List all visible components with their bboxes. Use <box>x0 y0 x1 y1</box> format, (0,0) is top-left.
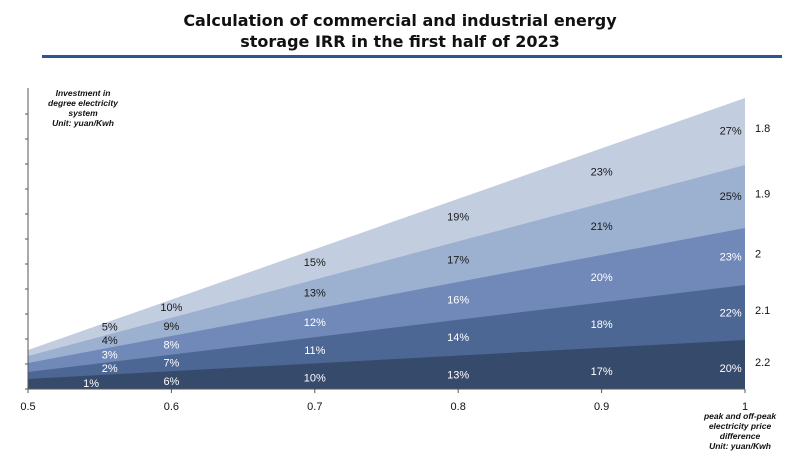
data-label-series-2-1-2: 11% <box>304 345 325 357</box>
data-label-series-2-5: 23% <box>720 252 742 264</box>
x-axis-label-line-2: electricity price <box>708 421 772 431</box>
x-tick-label-4: 0.9 <box>594 401 609 413</box>
data-label-series-2-0: 3% <box>102 349 118 361</box>
series-name-series-2: 2 <box>755 249 761 261</box>
series-name-series-2-2: 2.2 <box>755 357 770 369</box>
chart-title-line-2: storage IRR in the first half of 2023 <box>240 32 560 51</box>
title-underline <box>42 55 782 58</box>
data-label-series-2-4: 20% <box>591 272 613 284</box>
data-label-series-1-8-2: 15% <box>304 257 326 269</box>
x-axis-label-line-3: difference <box>719 431 761 441</box>
x-axis-label: peak and off-peak electricity price diff… <box>690 411 790 451</box>
y-axis-label: Investment in degree electricity system … <box>28 88 138 128</box>
series-name-series-2-1: 2.1 <box>755 305 770 317</box>
data-label-series-1-8-4: 23% <box>591 166 613 178</box>
chart-title-line-1: Calculation of commercial and industrial… <box>183 11 617 30</box>
data-label-series-1-9-1: 9% <box>163 321 179 333</box>
data-label-series-1-8-1: 10% <box>160 302 182 314</box>
chart-title: Calculation of commercial and industrial… <box>0 10 800 52</box>
area-band-series-2-2 <box>28 340 745 389</box>
data-label-series-1-9-3: 17% <box>447 254 469 266</box>
data-label-series-1-9-5: 25% <box>720 191 742 203</box>
data-label-series-1-8-3: 19% <box>447 212 469 224</box>
data-label-series-2-2: 12% <box>304 317 326 329</box>
x-axis-label-line-4: Unit: yuan/Kwh <box>709 441 771 451</box>
y-axis-label-line-3: system <box>68 108 98 118</box>
data-label-series-2-2-3: 13% <box>447 369 469 381</box>
data-label-series-2-1: 8% <box>163 340 179 352</box>
x-tick-label-3: 0.8 <box>451 401 466 413</box>
y-axis-label-line-4: Unit: yuan/Kwh <box>52 118 114 128</box>
data-label-series-1-8-5: 27% <box>720 126 742 138</box>
series-name-series-1-8: 1.8 <box>755 123 770 135</box>
data-label-series-1-8-0: 5% <box>102 322 118 334</box>
data-label-series-2-3: 16% <box>447 294 469 306</box>
data-label-series-2-2-5: 20% <box>720 363 742 375</box>
data-label-series-2-2-2: 10% <box>304 373 326 385</box>
data-label-series-2-1-0: 2% <box>102 363 118 375</box>
x-axis-label-line-1: peak and off-peak <box>703 411 777 421</box>
data-label-series-2-1-5: 22% <box>720 308 742 320</box>
data-label-series-2-2-4: 17% <box>591 366 613 378</box>
x-tick-label-1: 0.6 <box>164 401 179 413</box>
x-tick-label-5: 1 <box>742 401 748 413</box>
data-label-series-1-9-4: 21% <box>591 221 613 233</box>
data-label-series-1-9-0: 4% <box>102 335 118 347</box>
x-tick-label-2: 0.7 <box>307 401 322 413</box>
y-axis-label-line-2: degree electricity <box>48 98 118 108</box>
data-label-series-2-1-1: 7% <box>163 358 179 370</box>
data-label-series-2-1-4: 18% <box>591 319 613 331</box>
data-label-series-1-9-2: 13% <box>304 288 326 300</box>
data-label-series-2-2-0: 1% <box>83 378 99 390</box>
y-axis-label-line-1: Investment in <box>55 88 111 98</box>
series-name-series-1-9: 1.9 <box>755 188 770 200</box>
data-label-series-2-1-3: 14% <box>447 332 469 344</box>
x-tick-label-0: 0.5 <box>20 401 35 413</box>
data-label-series-2-2-1: 6% <box>163 376 179 388</box>
